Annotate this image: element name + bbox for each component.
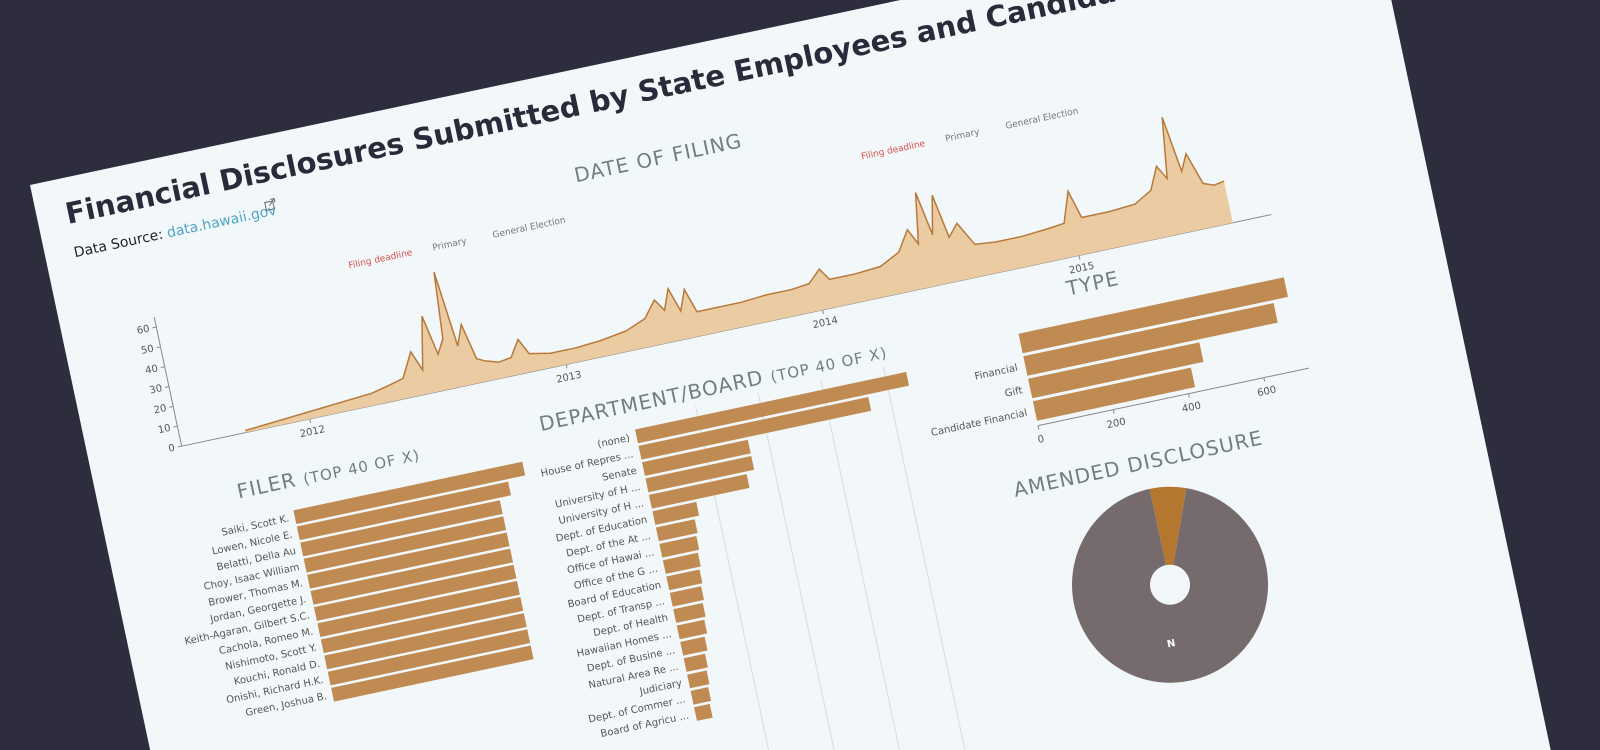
annotation: General Election (492, 216, 567, 241)
bar (683, 653, 708, 672)
x-tick-label: 2015 (1068, 261, 1095, 277)
x-tick (1037, 425, 1040, 430)
x-tick (309, 418, 312, 423)
annotation: Filing deadline (348, 248, 414, 271)
y-tick-label: 60 (136, 324, 151, 337)
x-tick (1112, 409, 1115, 414)
bar (307, 532, 510, 589)
bar (662, 552, 701, 574)
annotation: Primary (944, 127, 981, 144)
bar (676, 619, 708, 640)
x-tick (565, 364, 568, 369)
bar (673, 602, 706, 623)
dashboard: Financial Disclosures Submitted by State… (62, 0, 1310, 750)
section-title: AMENDED DISCLOSURE (1011, 426, 1265, 502)
bar (687, 670, 710, 689)
external-link-icon[interactable] (264, 197, 276, 211)
bar (300, 500, 503, 557)
x-tick-label: 2013 (555, 370, 582, 386)
bar (303, 516, 507, 573)
bar (331, 645, 534, 702)
bar (648, 474, 750, 509)
category-label: Senate (601, 466, 638, 484)
x-tick (1263, 377, 1266, 382)
category-label: Financial (974, 363, 1019, 383)
category-label: Candidate Financial (930, 408, 1028, 439)
bar (1023, 303, 1278, 376)
y-tick-label: 40 (144, 363, 159, 376)
dashboard-card: Financial Disclosures Submitted by State… (30, 0, 1578, 750)
y-tick (160, 366, 165, 369)
y-tick-label: 10 (157, 423, 172, 436)
category-label: Gift (1004, 385, 1024, 399)
y-tick (156, 346, 161, 349)
bar (293, 461, 526, 525)
bar (666, 569, 703, 591)
y-tick (177, 445, 182, 448)
x-tick (1078, 255, 1081, 260)
grid-line (882, 366, 1018, 750)
bar (690, 687, 712, 705)
bar (694, 703, 713, 721)
pie-slice (1072, 488, 1269, 683)
y-tick (173, 425, 178, 428)
y-tick-label: 30 (149, 383, 164, 396)
bar (652, 501, 700, 525)
annotation: Primary (432, 236, 469, 253)
y-tick (152, 326, 157, 329)
bar (313, 564, 517, 621)
bar (642, 439, 751, 476)
section-title-main: FILER (235, 467, 299, 503)
slice-label: N (1166, 638, 1176, 651)
page-title: Financial Disclosures Submitted by State… (62, 0, 1168, 231)
bar (317, 580, 520, 638)
bar (645, 456, 755, 493)
y-tick-label: 20 (153, 403, 168, 416)
x-tick-label: 2012 (299, 424, 326, 440)
y-tick-label: 50 (140, 343, 155, 356)
grid-line (820, 379, 956, 750)
section-title-main: DATE OF FILING (572, 128, 744, 187)
bar (1032, 367, 1196, 421)
bar (669, 586, 704, 607)
bar (324, 613, 527, 670)
source-link[interactable]: data.hawaii.gov (166, 203, 278, 242)
category-label: (none) (597, 433, 631, 451)
bar (655, 519, 698, 542)
x-tick (822, 309, 824, 314)
bar (1018, 277, 1288, 354)
annotation: Filing deadline (860, 139, 926, 162)
bar (310, 548, 514, 605)
bar (659, 536, 700, 558)
bar (1028, 342, 1204, 399)
annotation: General Election (1005, 107, 1080, 132)
x-tick-label: 0 (1037, 434, 1046, 446)
section-title-main: AMENDED DISCLOSURE (1011, 426, 1265, 502)
bar (327, 629, 531, 686)
grid-line (757, 393, 893, 750)
grid-line (695, 406, 831, 750)
pie-slice (1149, 486, 1187, 566)
bar (635, 371, 910, 444)
bar (680, 636, 708, 656)
x-tick-label: 200 (1106, 416, 1127, 431)
y-tick (169, 405, 174, 408)
y-axis (153, 316, 183, 447)
y-tick-label: 0 (167, 443, 176, 455)
x-tick-label: 2014 (812, 315, 839, 331)
source-label: Data Source: (73, 227, 165, 262)
bar (320, 597, 524, 654)
x-tick-label: 600 (1256, 384, 1277, 399)
bar (296, 481, 512, 541)
filing-line (245, 117, 1225, 432)
section-title: DATE OF FILING (572, 128, 744, 187)
x-tick-label: 400 (1181, 400, 1202, 415)
bar (638, 397, 872, 460)
section-subtitle: (TOP 40 OF X) (302, 446, 422, 488)
y-tick (164, 386, 170, 388)
x-tick (1188, 393, 1190, 398)
